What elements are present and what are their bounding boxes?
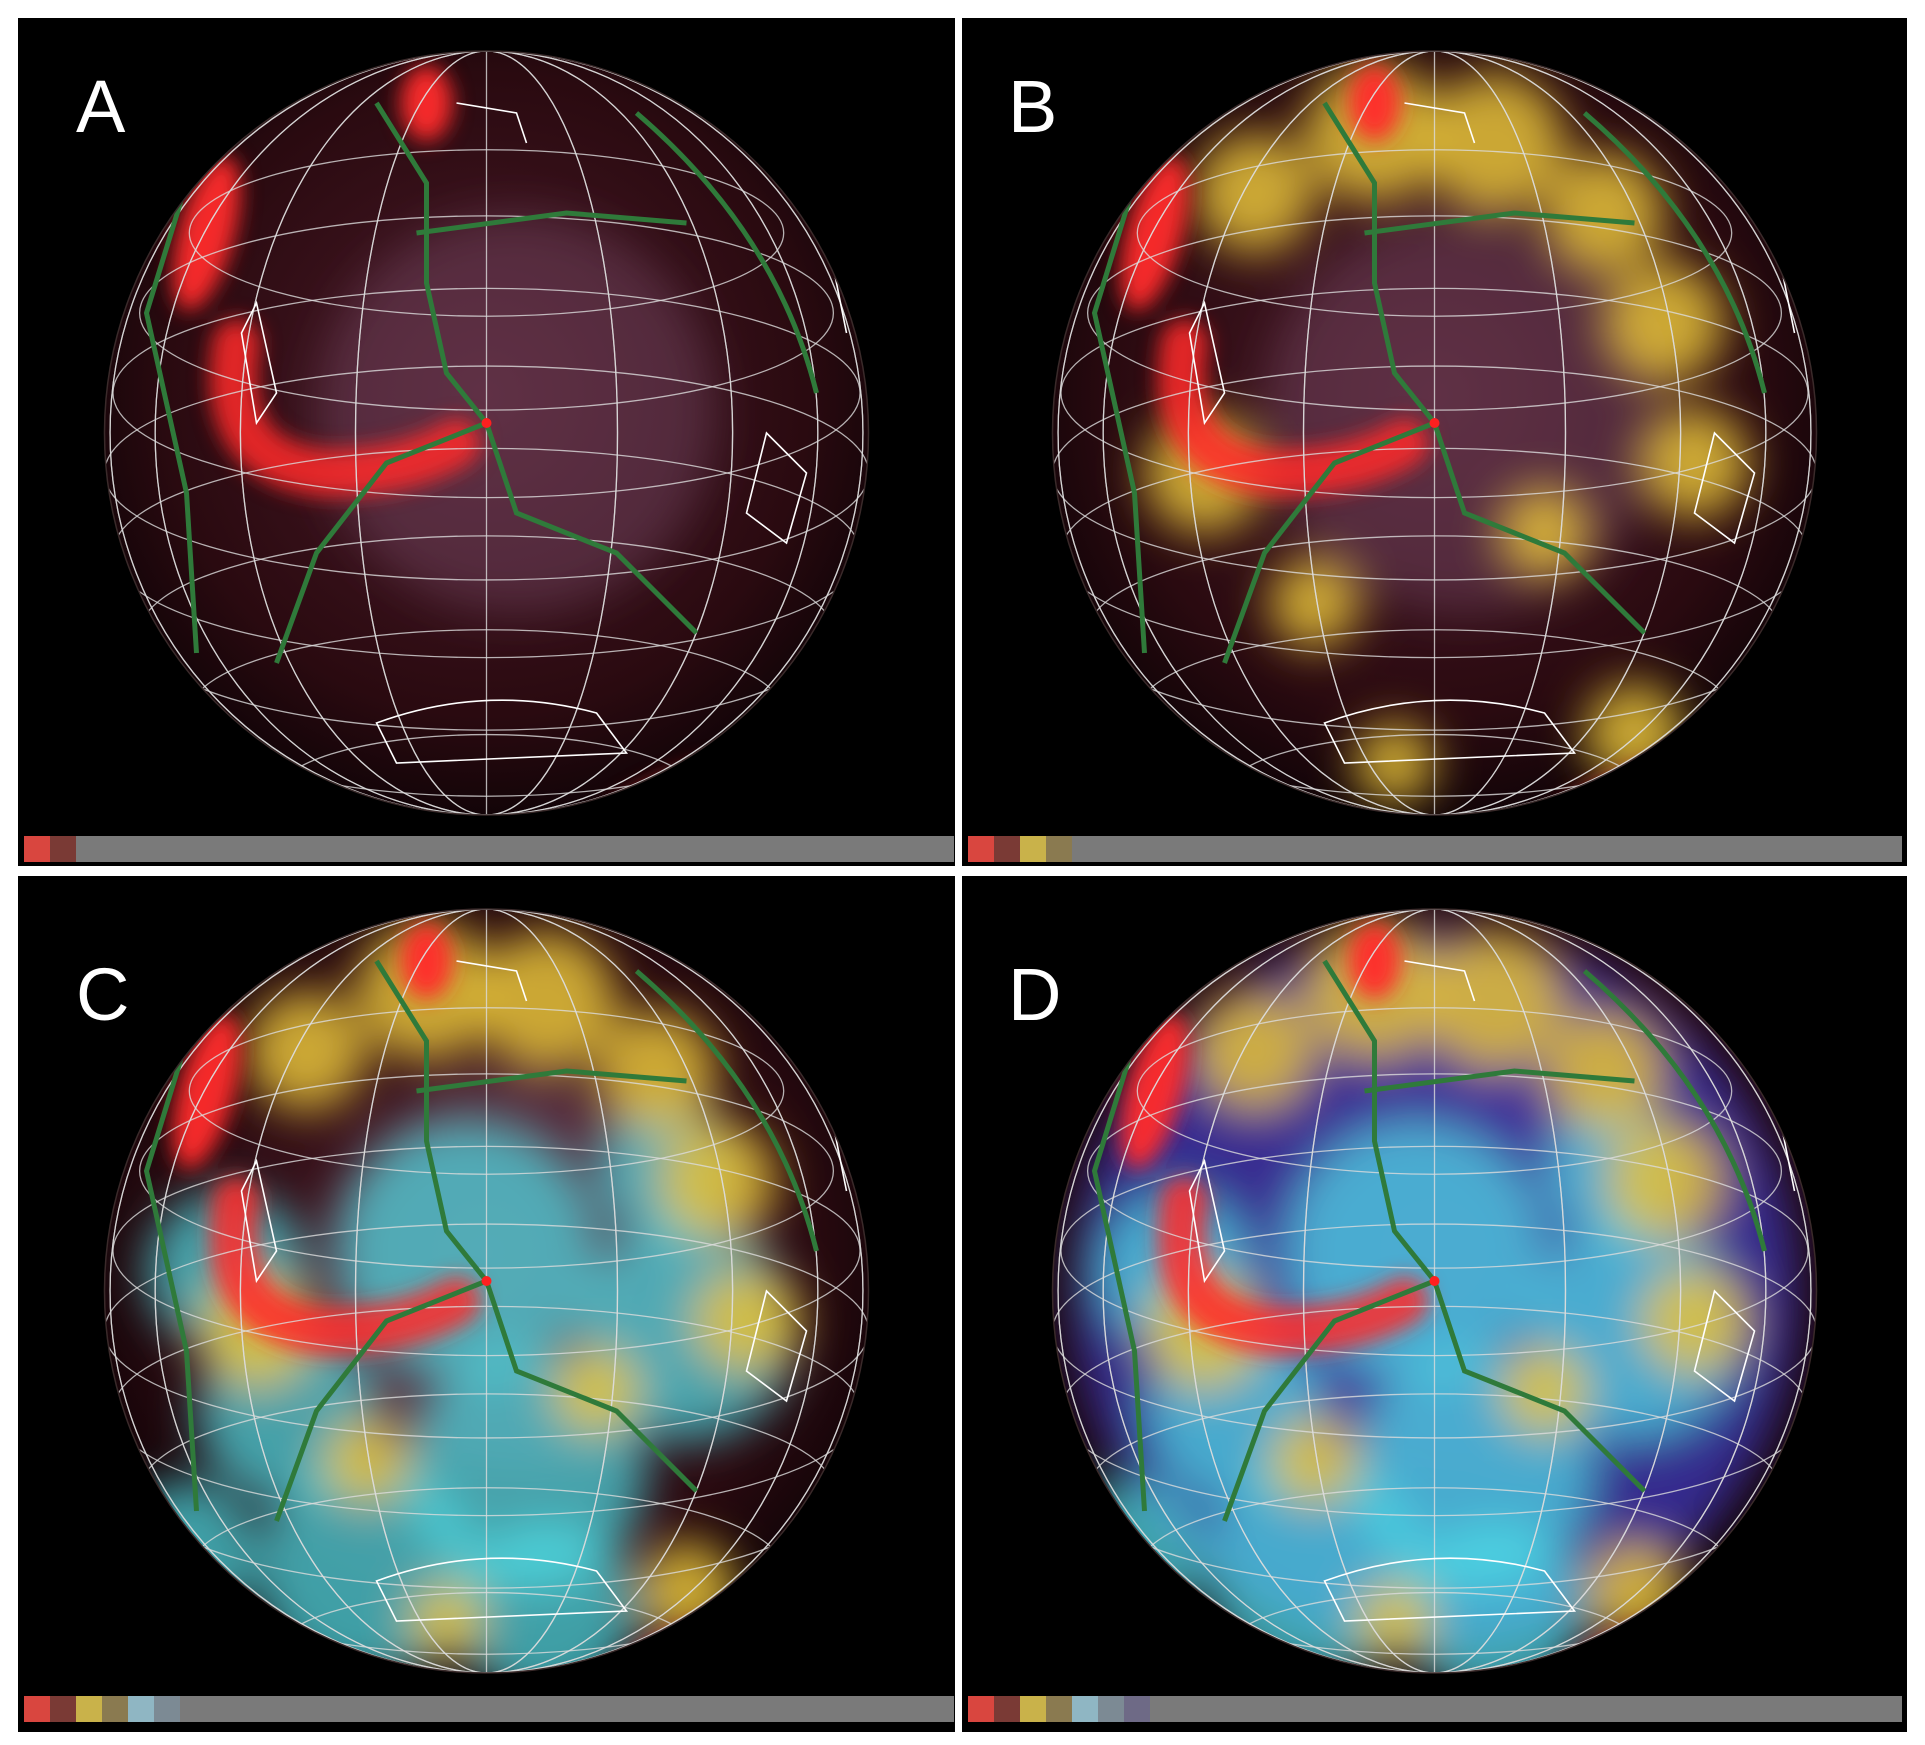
colorbar-segment bbox=[24, 836, 50, 862]
panel-label-b: B bbox=[1008, 65, 1058, 148]
colorbar-segment bbox=[1046, 1696, 1072, 1722]
colorbar-segment bbox=[102, 1696, 128, 1722]
panel-label-d: D bbox=[1008, 953, 1062, 1036]
colorbar-segment bbox=[994, 836, 1020, 862]
colorbar-segment bbox=[968, 1696, 994, 1722]
colorbar-segment bbox=[128, 1696, 154, 1722]
plate-boundaries bbox=[143, 101, 819, 664]
anomaly-layer bbox=[1064, 921, 1797, 1673]
colorbar-segment bbox=[50, 1696, 76, 1722]
plate-boundaries bbox=[143, 959, 819, 1522]
panel-b: B bbox=[962, 18, 1907, 866]
plate-boundaries bbox=[1091, 959, 1767, 1522]
colorbar-segment bbox=[1098, 1696, 1124, 1722]
colorbar-segment bbox=[154, 1696, 180, 1722]
globe-a bbox=[103, 50, 870, 816]
globe-c bbox=[103, 908, 870, 1674]
colorbar-segment bbox=[1072, 1696, 1098, 1722]
center-marker bbox=[481, 418, 492, 428]
center-marker bbox=[1429, 1276, 1440, 1286]
colorbar-segment bbox=[1020, 1696, 1046, 1722]
colorbar-d bbox=[968, 1696, 1902, 1722]
panel-label-c: C bbox=[76, 953, 130, 1036]
graticule bbox=[104, 909, 869, 1673]
panel-label-a: A bbox=[76, 65, 126, 148]
center-marker bbox=[481, 1276, 492, 1286]
colorbar-segment bbox=[1124, 1696, 1150, 1722]
colorbar-segment bbox=[994, 1696, 1020, 1722]
center-marker bbox=[1429, 418, 1440, 428]
colorbar-a bbox=[24, 836, 954, 862]
colorbar-segment bbox=[76, 1696, 102, 1722]
colorbar-segment bbox=[1020, 836, 1046, 862]
panel-d: D bbox=[962, 876, 1907, 1732]
anomaly-layer bbox=[116, 921, 802, 1673]
globe-d bbox=[1051, 908, 1818, 1674]
colorbar-segment bbox=[1046, 836, 1072, 862]
colorbar-b bbox=[968, 836, 1902, 862]
colorbar-segment bbox=[50, 836, 76, 862]
plate-boundaries bbox=[1091, 101, 1767, 664]
colorbar-segment bbox=[24, 1696, 50, 1722]
anomaly-layer bbox=[1120, 63, 1750, 815]
panel-a: A bbox=[18, 18, 955, 866]
globe-b bbox=[1051, 50, 1818, 816]
anomaly-layer bbox=[172, 65, 772, 815]
colorbar-segment bbox=[968, 836, 994, 862]
colorbar-c bbox=[24, 1696, 954, 1722]
panel-c: C bbox=[18, 876, 955, 1732]
